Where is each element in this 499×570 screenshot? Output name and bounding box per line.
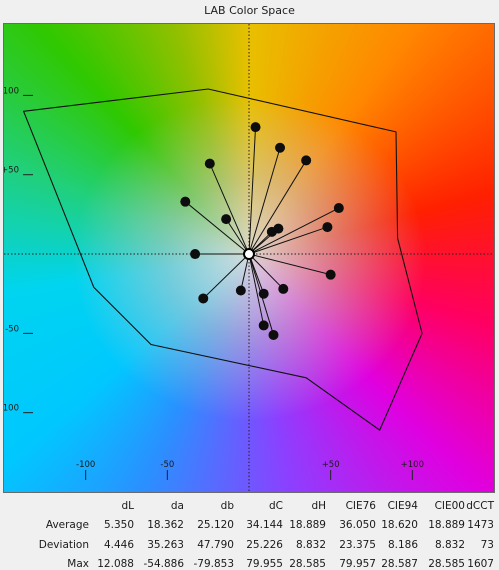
spoke-line bbox=[202, 253, 250, 299]
stats-cell: 28.585 bbox=[428, 558, 465, 570]
data-point bbox=[301, 155, 312, 166]
data-point bbox=[204, 158, 215, 169]
data-point bbox=[180, 196, 191, 207]
spoke-line bbox=[240, 253, 250, 291]
stats-cell: 25.226 bbox=[246, 539, 283, 551]
origin-marker bbox=[243, 248, 255, 261]
stats-header-dcct: dCCT bbox=[466, 500, 494, 512]
stats-row-label: Average bbox=[45, 519, 89, 531]
spoke-line bbox=[184, 201, 250, 255]
spoke-line bbox=[248, 253, 284, 290]
stats-cell: 12.088 bbox=[97, 558, 134, 570]
data-point bbox=[250, 122, 261, 133]
spoke-line bbox=[248, 147, 281, 255]
data-point bbox=[198, 293, 209, 304]
data-point bbox=[333, 203, 344, 214]
ticks: +100 +50 -50 -100 -100 -50 +50 +100 bbox=[4, 86, 424, 480]
y-tick-label: +100 bbox=[4, 86, 19, 96]
data-point bbox=[235, 285, 246, 296]
stats-cell: -79.853 bbox=[193, 558, 234, 570]
y-tick-label: -100 bbox=[4, 404, 19, 414]
stats-header-da: da bbox=[170, 500, 184, 512]
data-point bbox=[322, 222, 333, 233]
data-point bbox=[190, 249, 201, 260]
spoke-line bbox=[248, 253, 265, 326]
chart-title: LAB Color Space bbox=[204, 4, 295, 17]
spoke-line bbox=[248, 253, 331, 276]
stats-cell: 4.446 bbox=[103, 539, 134, 551]
data-point bbox=[258, 320, 269, 331]
stats-cell: 1607 bbox=[467, 558, 494, 570]
stats-cell: 8.832 bbox=[434, 539, 465, 551]
data-point bbox=[278, 283, 289, 294]
spoke-line bbox=[248, 127, 257, 255]
data-point bbox=[258, 288, 269, 299]
stats-header-cie76: CIE76 bbox=[345, 500, 376, 512]
stats-cell: 23.375 bbox=[339, 539, 376, 551]
stats-header-cie00: CIE00 bbox=[434, 500, 465, 512]
data-point bbox=[268, 329, 279, 340]
stats-header-dl: dL bbox=[121, 500, 134, 512]
stats-header-dh: dH bbox=[311, 500, 326, 512]
stats-cell: 18.889 bbox=[428, 519, 465, 531]
x-tick-label: -50 bbox=[160, 460, 174, 470]
stats-cell: 18.889 bbox=[289, 519, 326, 531]
stats-header-dc: dC bbox=[269, 500, 283, 512]
y-tick-label: +50 bbox=[4, 166, 19, 176]
x-tick-label: -100 bbox=[76, 460, 95, 470]
stats-cell: 18.620 bbox=[381, 519, 418, 531]
x-tick-label: +100 bbox=[401, 460, 424, 470]
stats-cell: 36.050 bbox=[339, 519, 376, 531]
x-tick-label: +50 bbox=[322, 460, 340, 470]
points bbox=[180, 122, 344, 340]
stats-header-cie94: CIE94 bbox=[387, 500, 418, 512]
data-point bbox=[325, 269, 336, 280]
stats-cell: 5.350 bbox=[103, 519, 134, 531]
stats-cell: 8.186 bbox=[387, 539, 418, 551]
stats-cell: 8.832 bbox=[295, 539, 326, 551]
stats-header-db: db bbox=[220, 500, 234, 512]
data-point bbox=[275, 142, 286, 153]
stats-cell: 28.587 bbox=[381, 558, 418, 570]
spoke-line bbox=[248, 226, 328, 255]
stats-cell: 79.957 bbox=[339, 558, 376, 570]
spokes bbox=[184, 127, 340, 336]
spoke-line bbox=[225, 218, 250, 255]
stats-cell: 28.585 bbox=[289, 558, 326, 570]
stats-cell: 1473 bbox=[467, 519, 494, 531]
stats-cell: 79.955 bbox=[246, 558, 283, 570]
stats-cell: 73 bbox=[480, 539, 494, 551]
data-point bbox=[266, 226, 277, 237]
spoke-line bbox=[209, 163, 250, 255]
stats-cell: 47.790 bbox=[197, 539, 234, 551]
stats-table: dL da db dC dH CIE76 CIE94 CIE00 dCCT Average 5.35… bbox=[0, 497, 499, 570]
stats-cell: 35.263 bbox=[147, 539, 184, 551]
stats-row-label: Deviation bbox=[38, 539, 89, 551]
data-point bbox=[221, 214, 232, 225]
lab-plot-area: +100 +50 -50 -100 -100 -50 +50 +100 bbox=[3, 23, 495, 493]
lab-plot-svg: +100 +50 -50 -100 -100 -50 +50 +100 bbox=[4, 24, 494, 492]
stats-cell: -54.886 bbox=[143, 558, 184, 570]
y-tick-label: -50 bbox=[5, 324, 19, 334]
stats-cell: 18.362 bbox=[147, 519, 184, 531]
stats-row-label: Max bbox=[67, 558, 89, 570]
stats-cell: 34.144 bbox=[246, 519, 283, 531]
spoke-line bbox=[248, 207, 340, 255]
spoke-line bbox=[248, 160, 307, 255]
stats-cell: 25.120 bbox=[197, 519, 234, 531]
gamut-boundary bbox=[22, 88, 423, 431]
